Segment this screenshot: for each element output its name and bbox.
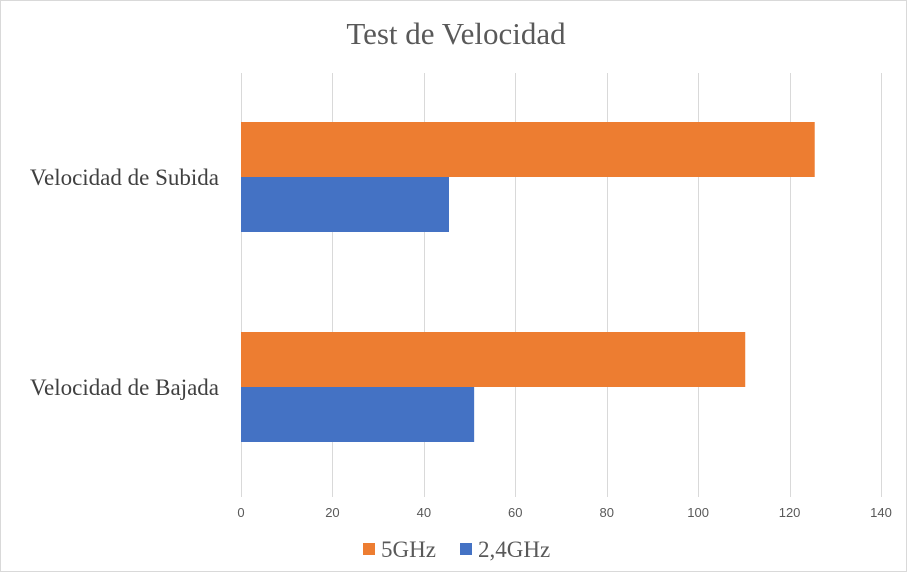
x-axis-ticks: 0 20 40 60 80 100 120 140 bbox=[237, 505, 891, 520]
x-tick-label: 60 bbox=[508, 505, 522, 520]
legend-label: 2,4GHz bbox=[478, 537, 550, 562]
x-tick-label: 140 bbox=[870, 505, 892, 520]
legend-swatch bbox=[460, 543, 472, 555]
bars bbox=[241, 122, 815, 442]
category-label: Velocidad de Subida bbox=[30, 165, 219, 190]
legend: 5GHz 2,4GHz bbox=[363, 537, 550, 562]
legend-item: 2,4GHz bbox=[460, 537, 550, 562]
chart-title: Test de Velocidad bbox=[346, 16, 566, 51]
category-labels: Velocidad de Subida Velocidad de Bajada bbox=[30, 165, 219, 400]
x-tick-label: 0 bbox=[237, 505, 244, 520]
bar-2,4GHz-1 bbox=[241, 387, 474, 442]
category-label: Velocidad de Bajada bbox=[30, 375, 219, 400]
legend-label: 5GHz bbox=[381, 537, 436, 562]
legend-swatch bbox=[363, 543, 375, 555]
x-tick-label: 40 bbox=[417, 505, 431, 520]
bar-2,4GHz-0 bbox=[241, 177, 449, 232]
x-tick-label: 80 bbox=[599, 505, 613, 520]
legend-item: 5GHz bbox=[363, 537, 436, 562]
x-tick-label: 120 bbox=[779, 505, 801, 520]
x-tick-label: 20 bbox=[325, 505, 339, 520]
x-tick-label: 100 bbox=[687, 505, 709, 520]
bar-5GHz-0 bbox=[241, 122, 815, 177]
bar-5GHz-1 bbox=[241, 332, 745, 387]
